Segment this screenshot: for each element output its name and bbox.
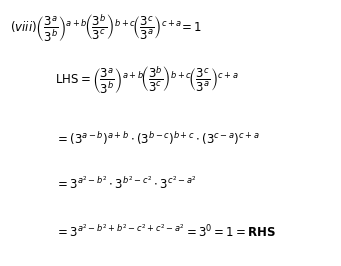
Text: $(viii)\left(\dfrac{3^a}{3^b}\right)^{a+b}\!\left(\dfrac{3^b}{3^c}\right)^{b+c}\: $(viii)\left(\dfrac{3^a}{3^b}\right)^{a+… xyxy=(10,12,203,44)
Text: $= 3^{a^2-b^2+b^2-c^2+c^2-a^2} = 3^0 = 1 = \mathbf{RHS}$: $= 3^{a^2-b^2+b^2-c^2+c^2-a^2} = 3^0 = 1… xyxy=(55,223,276,240)
Text: $= 3^{a^2-b^2} \cdot 3^{b^2-c^2} \cdot 3^{c^2-a^2}$: $= 3^{a^2-b^2} \cdot 3^{b^2-c^2} \cdot 3… xyxy=(55,175,196,192)
Text: $\mathrm{LHS} = \left(\dfrac{3^a}{3^b}\right)^{a+b}\!\left(\dfrac{3^b}{3^c}\righ: $\mathrm{LHS} = \left(\dfrac{3^a}{3^b}\r… xyxy=(55,64,238,95)
Text: $= (3^{a-b})^{a+b} \cdot (3^{b-c})^{b+c} \cdot (3^{c-a})^{c+a}$: $= (3^{a-b})^{a+b} \cdot (3^{b-c})^{b+c}… xyxy=(55,130,259,147)
